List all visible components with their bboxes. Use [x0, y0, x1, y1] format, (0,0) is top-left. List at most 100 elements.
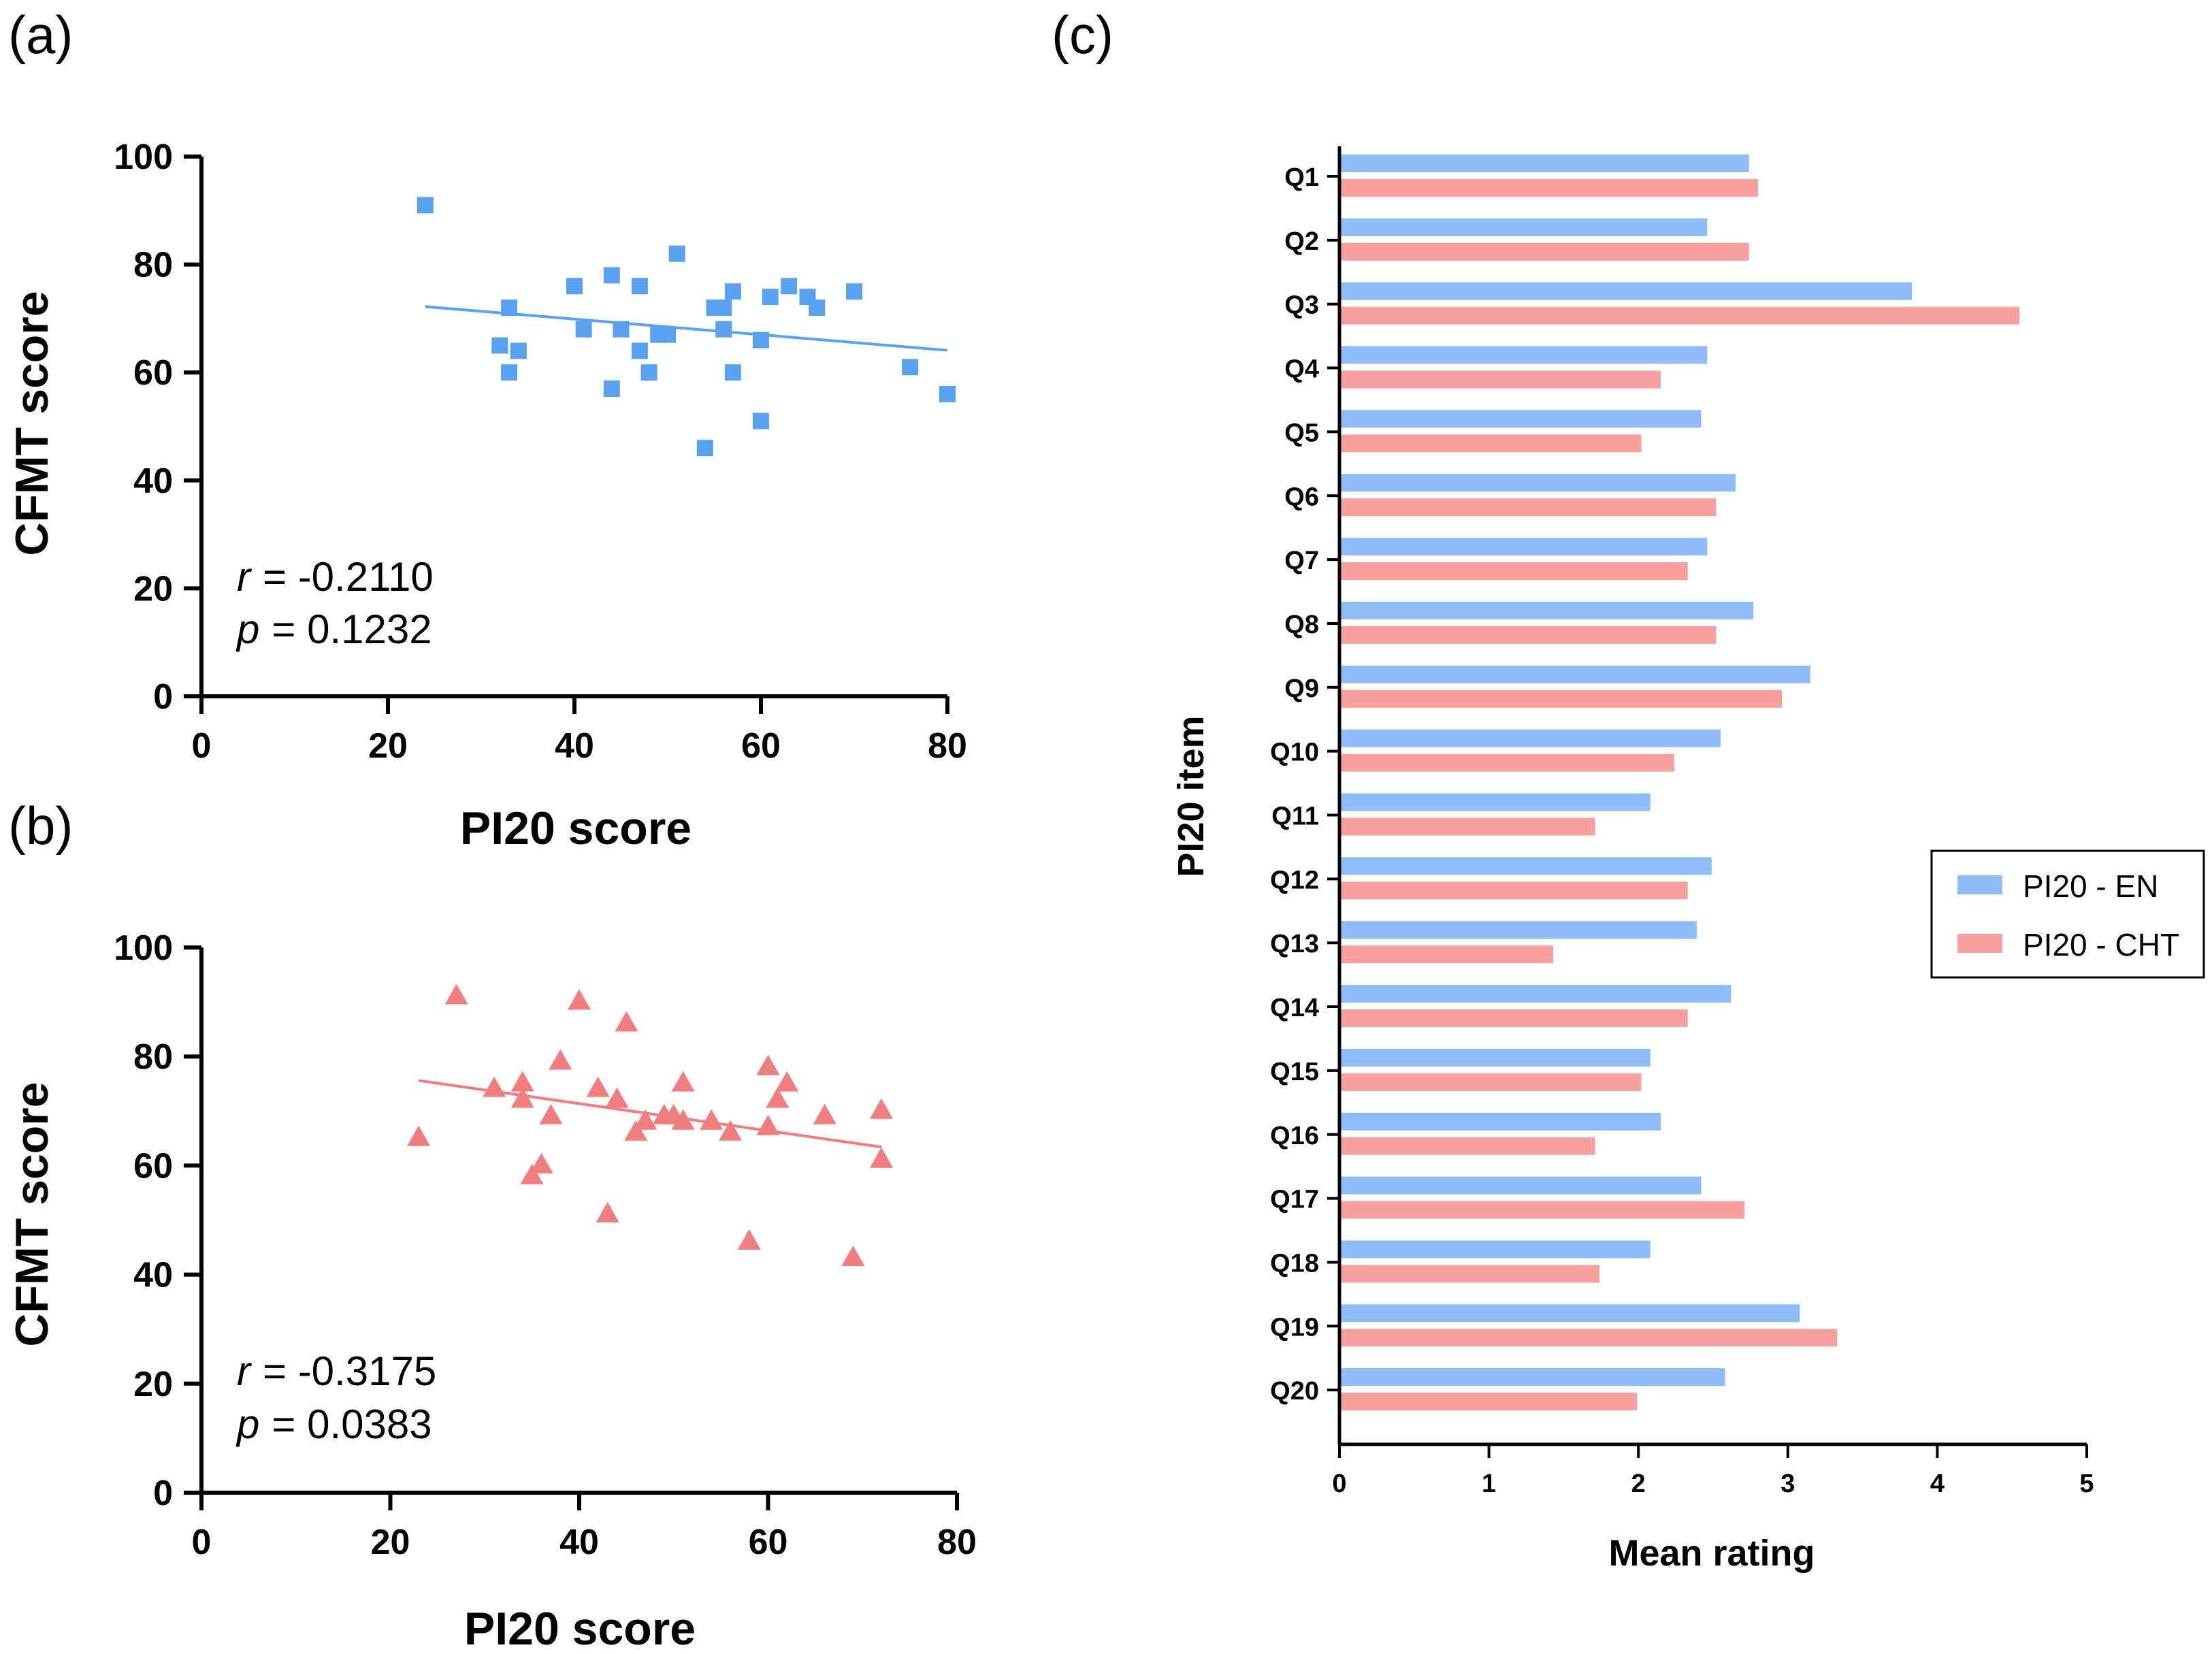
y-tick-label: Q3 — [1284, 291, 1319, 320]
data-point — [700, 1109, 723, 1130]
data-point — [603, 380, 620, 397]
y-tick-label: Q13 — [1270, 930, 1319, 958]
data-point — [753, 331, 769, 348]
bar-q12-cht — [1339, 881, 1688, 900]
data-point — [719, 1120, 742, 1141]
y-tick-label: Q2 — [1284, 227, 1319, 256]
y-tick-label: Q9 — [1284, 675, 1319, 703]
panel-b-r-stat: r = -0.3175 — [237, 1348, 436, 1394]
panel-b-x-axis-title: PI20 score — [464, 1603, 696, 1654]
data-point — [870, 1147, 893, 1168]
panel-a-r-stat: r = -0.2110 — [237, 554, 434, 600]
data-point — [624, 1120, 648, 1141]
y-tick-label: 20 — [133, 1365, 173, 1404]
y-tick-label: 80 — [133, 246, 173, 285]
panel-a-marks — [417, 197, 956, 457]
y-tick-label: Q19 — [1270, 1313, 1319, 1342]
panel-a-r-value: = -0.2110 — [263, 554, 434, 600]
bar-q9-cht — [1339, 690, 1783, 708]
bar-q10-cht — [1339, 753, 1674, 772]
y-tick-label: Q17 — [1270, 1186, 1319, 1214]
data-point — [696, 440, 713, 457]
y-tick-label: 60 — [133, 1146, 173, 1186]
y-tick-label: Q15 — [1270, 1058, 1319, 1086]
bar-q18-cht — [1339, 1265, 1600, 1283]
bar-q7-cht — [1339, 562, 1688, 581]
y-tick-label: Q20 — [1270, 1377, 1319, 1406]
y-tick-label: Q16 — [1270, 1122, 1319, 1150]
x-tick-label: 4 — [1930, 1470, 1945, 1498]
bar-q13-cht — [1339, 945, 1554, 964]
bar-q8-en — [1339, 601, 1754, 619]
x-tick-label: 1 — [1482, 1470, 1496, 1498]
bar-q20-cht — [1339, 1393, 1638, 1411]
data-point — [520, 1163, 544, 1184]
panel-a-label: (a) — [8, 5, 73, 65]
panel-c-axes: Q1 Q2 Q3 Q4 Q5 Q6 Q7 Q8 Q9 Q10 Q11 Q12 Q13 Q14 Q15 Q16 Q… — [1270, 146, 2094, 1498]
bar-q5-en — [1339, 410, 1702, 428]
data-point — [444, 984, 468, 1005]
panel-c-bar-chart: (c) Q1 Q2 Q3 Q4 Q5 Q6 Q7 Q8 Q9 Q10 Q11 Q12 Q13 Q14 Q15… — [1052, 5, 2205, 1574]
data-point — [846, 283, 862, 300]
bar-q3-en — [1339, 282, 1913, 300]
data-point — [566, 278, 583, 295]
y-tick-label: 60 — [133, 353, 173, 393]
data-point — [407, 1125, 431, 1146]
bar-q7-en — [1339, 538, 1708, 556]
y-tick-label: 80 — [133, 1037, 173, 1077]
panel-b-r-symbol: r — [237, 1348, 252, 1394]
bar-q8-cht — [1339, 626, 1717, 644]
x-tick-label: 3 — [1780, 1470, 1795, 1498]
data-point — [715, 321, 732, 338]
panel-a-x-axis-title: PI20 score — [460, 802, 692, 854]
panel-b-p-symbol: p — [235, 1401, 259, 1447]
data-point — [671, 1109, 695, 1130]
panel-b-axes: 0 20 40 60 80 0 20 40 60 80 100 — [114, 928, 977, 1562]
bar-q16-en — [1339, 1112, 1661, 1131]
x-tick-label: 20 — [371, 1523, 410, 1562]
x-tick-label: 20 — [368, 726, 408, 766]
panel-a-axes: 0 20 40 60 80 0 20 40 60 80 100 — [114, 137, 967, 766]
panel-c-y-axis-title: PI20 item — [1171, 715, 1211, 877]
data-point — [724, 283, 741, 300]
bar-q10-en — [1339, 729, 1721, 747]
panel-b-label: (b) — [8, 796, 73, 856]
bar-q2-cht — [1339, 242, 1749, 261]
panel-b-marks — [407, 984, 893, 1266]
data-point — [781, 278, 798, 295]
bar-q14-en — [1339, 985, 1731, 1003]
bar-q14-cht — [1339, 1009, 1688, 1028]
y-tick-label: 0 — [153, 1474, 173, 1513]
y-tick-label: 40 — [133, 1256, 173, 1295]
data-point — [671, 1071, 695, 1092]
x-tick-label: 60 — [749, 1523, 788, 1562]
data-point — [902, 359, 919, 376]
panel-c-x-axis-title: Mean rating — [1608, 1533, 1815, 1574]
panel-a-r-symbol: r — [237, 554, 252, 600]
data-point — [813, 1103, 836, 1124]
data-point — [605, 1087, 629, 1108]
legend-label-pi20-cht: PI20 - CHT — [2023, 927, 2179, 962]
bar-q17-en — [1339, 1176, 1702, 1195]
data-point — [762, 289, 779, 306]
y-tick-label: Q5 — [1284, 419, 1319, 447]
data-point — [613, 321, 630, 338]
data-point — [668, 245, 685, 262]
data-point — [724, 364, 741, 381]
x-tick-label: 0 — [1332, 1470, 1346, 1498]
bar-q12-en — [1339, 857, 1712, 875]
data-point — [510, 1087, 534, 1108]
bar-q11-en — [1339, 793, 1650, 811]
x-tick-label: 2 — [1631, 1470, 1646, 1498]
data-point — [756, 1114, 780, 1135]
x-tick-label: 60 — [741, 726, 781, 766]
bar-q19-cht — [1339, 1329, 1838, 1347]
bar-q5-cht — [1339, 434, 1642, 453]
data-point — [603, 267, 620, 284]
y-tick-label: 100 — [114, 137, 173, 177]
x-tick-label: 80 — [937, 1523, 977, 1562]
panel-a-p-stat: p = 0.1232 — [235, 606, 432, 652]
y-tick-label: Q18 — [1270, 1249, 1319, 1278]
data-point — [809, 299, 826, 317]
